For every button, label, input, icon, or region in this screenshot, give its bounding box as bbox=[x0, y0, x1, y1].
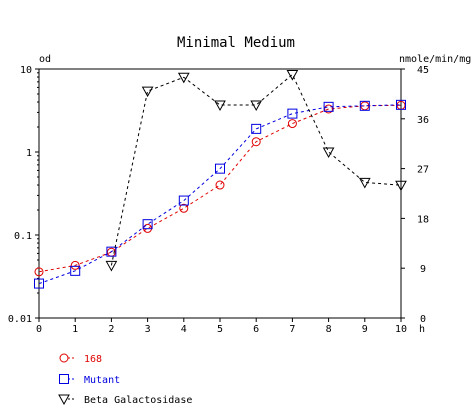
x-tick-label: 4 bbox=[181, 324, 187, 335]
right-tick-label: 0 bbox=[420, 314, 426, 325]
data-point-series-3 bbox=[141, 86, 154, 98]
data-point-series-2 bbox=[178, 195, 189, 206]
legend-marker bbox=[59, 374, 69, 384]
right-axis-label: nmole/min/mg bbox=[399, 54, 471, 65]
data-point-series-2 bbox=[215, 163, 225, 174]
right-tick-label: 9 bbox=[420, 264, 426, 275]
x-tick-label: 6 bbox=[253, 324, 259, 335]
data-point-series-3 bbox=[322, 147, 335, 159]
x-tick-label: 1 bbox=[72, 324, 78, 335]
right-tick-label: 36 bbox=[417, 115, 429, 126]
legend-marker bbox=[59, 353, 69, 363]
left-tick-label: 0.01 bbox=[8, 314, 32, 325]
right-tick-label: 45 bbox=[417, 65, 429, 76]
data-point-series-3 bbox=[250, 100, 263, 111]
legend: 168 Mutant Beta Galactosidase bbox=[58, 353, 192, 405]
data-point-series-1 bbox=[251, 137, 261, 147]
left-axis-label: od bbox=[39, 54, 51, 65]
left-tick-label: 0.1 bbox=[14, 231, 32, 242]
data-point-series-1 bbox=[179, 203, 189, 213]
data-point-series-3 bbox=[214, 100, 226, 111]
legend-label: Mutant bbox=[84, 375, 120, 386]
data-point-series-1 bbox=[287, 119, 297, 129]
x-tick-label: 10 bbox=[395, 324, 407, 335]
data-point-series-2 bbox=[287, 108, 298, 119]
series-line-3 bbox=[110, 73, 402, 266]
left-tick-label: 10 bbox=[20, 65, 32, 76]
right-tick-label: 18 bbox=[417, 214, 429, 225]
x-tick-label: 3 bbox=[145, 324, 151, 335]
legend-label: Beta Galactosidase bbox=[84, 395, 192, 405]
data-point-series-2 bbox=[359, 100, 370, 111]
data-point-series-2 bbox=[142, 219, 153, 230]
data-point-series-2 bbox=[396, 99, 406, 110]
x-tick-label: 0 bbox=[36, 324, 42, 335]
data-point-series-3 bbox=[358, 177, 371, 189]
x-tick-label: 7 bbox=[289, 324, 295, 335]
x-tick-label: 8 bbox=[326, 324, 332, 335]
data-point-series-2 bbox=[323, 101, 334, 112]
left-tick-label: 1 bbox=[26, 148, 32, 159]
data-point-series-3 bbox=[105, 260, 118, 272]
data-point-series-3 bbox=[395, 180, 407, 192]
chart-title: Minimal Medium bbox=[177, 35, 295, 51]
data-point-series-2 bbox=[106, 246, 117, 257]
x-tick-label: 2 bbox=[108, 324, 114, 335]
right-tick-label: 27 bbox=[417, 165, 429, 176]
data-point-series-1 bbox=[215, 180, 225, 190]
x-axis-unit: h bbox=[419, 324, 425, 335]
data-point-series-3 bbox=[177, 72, 190, 84]
data-point-series-1 bbox=[34, 267, 44, 277]
series-line-1 bbox=[38, 104, 402, 273]
data-point-series-2 bbox=[34, 278, 44, 289]
x-tick-label: 9 bbox=[362, 324, 368, 335]
series-line-2 bbox=[38, 104, 402, 285]
x-tick-label: 5 bbox=[217, 324, 223, 335]
legend-label: 168 bbox=[84, 354, 102, 365]
data-point-series-1 bbox=[70, 260, 80, 270]
data-point-series-2 bbox=[251, 123, 262, 134]
legend-marker bbox=[58, 394, 70, 405]
data-point-series-3 bbox=[286, 70, 299, 81]
data-point-series-2 bbox=[70, 265, 81, 276]
